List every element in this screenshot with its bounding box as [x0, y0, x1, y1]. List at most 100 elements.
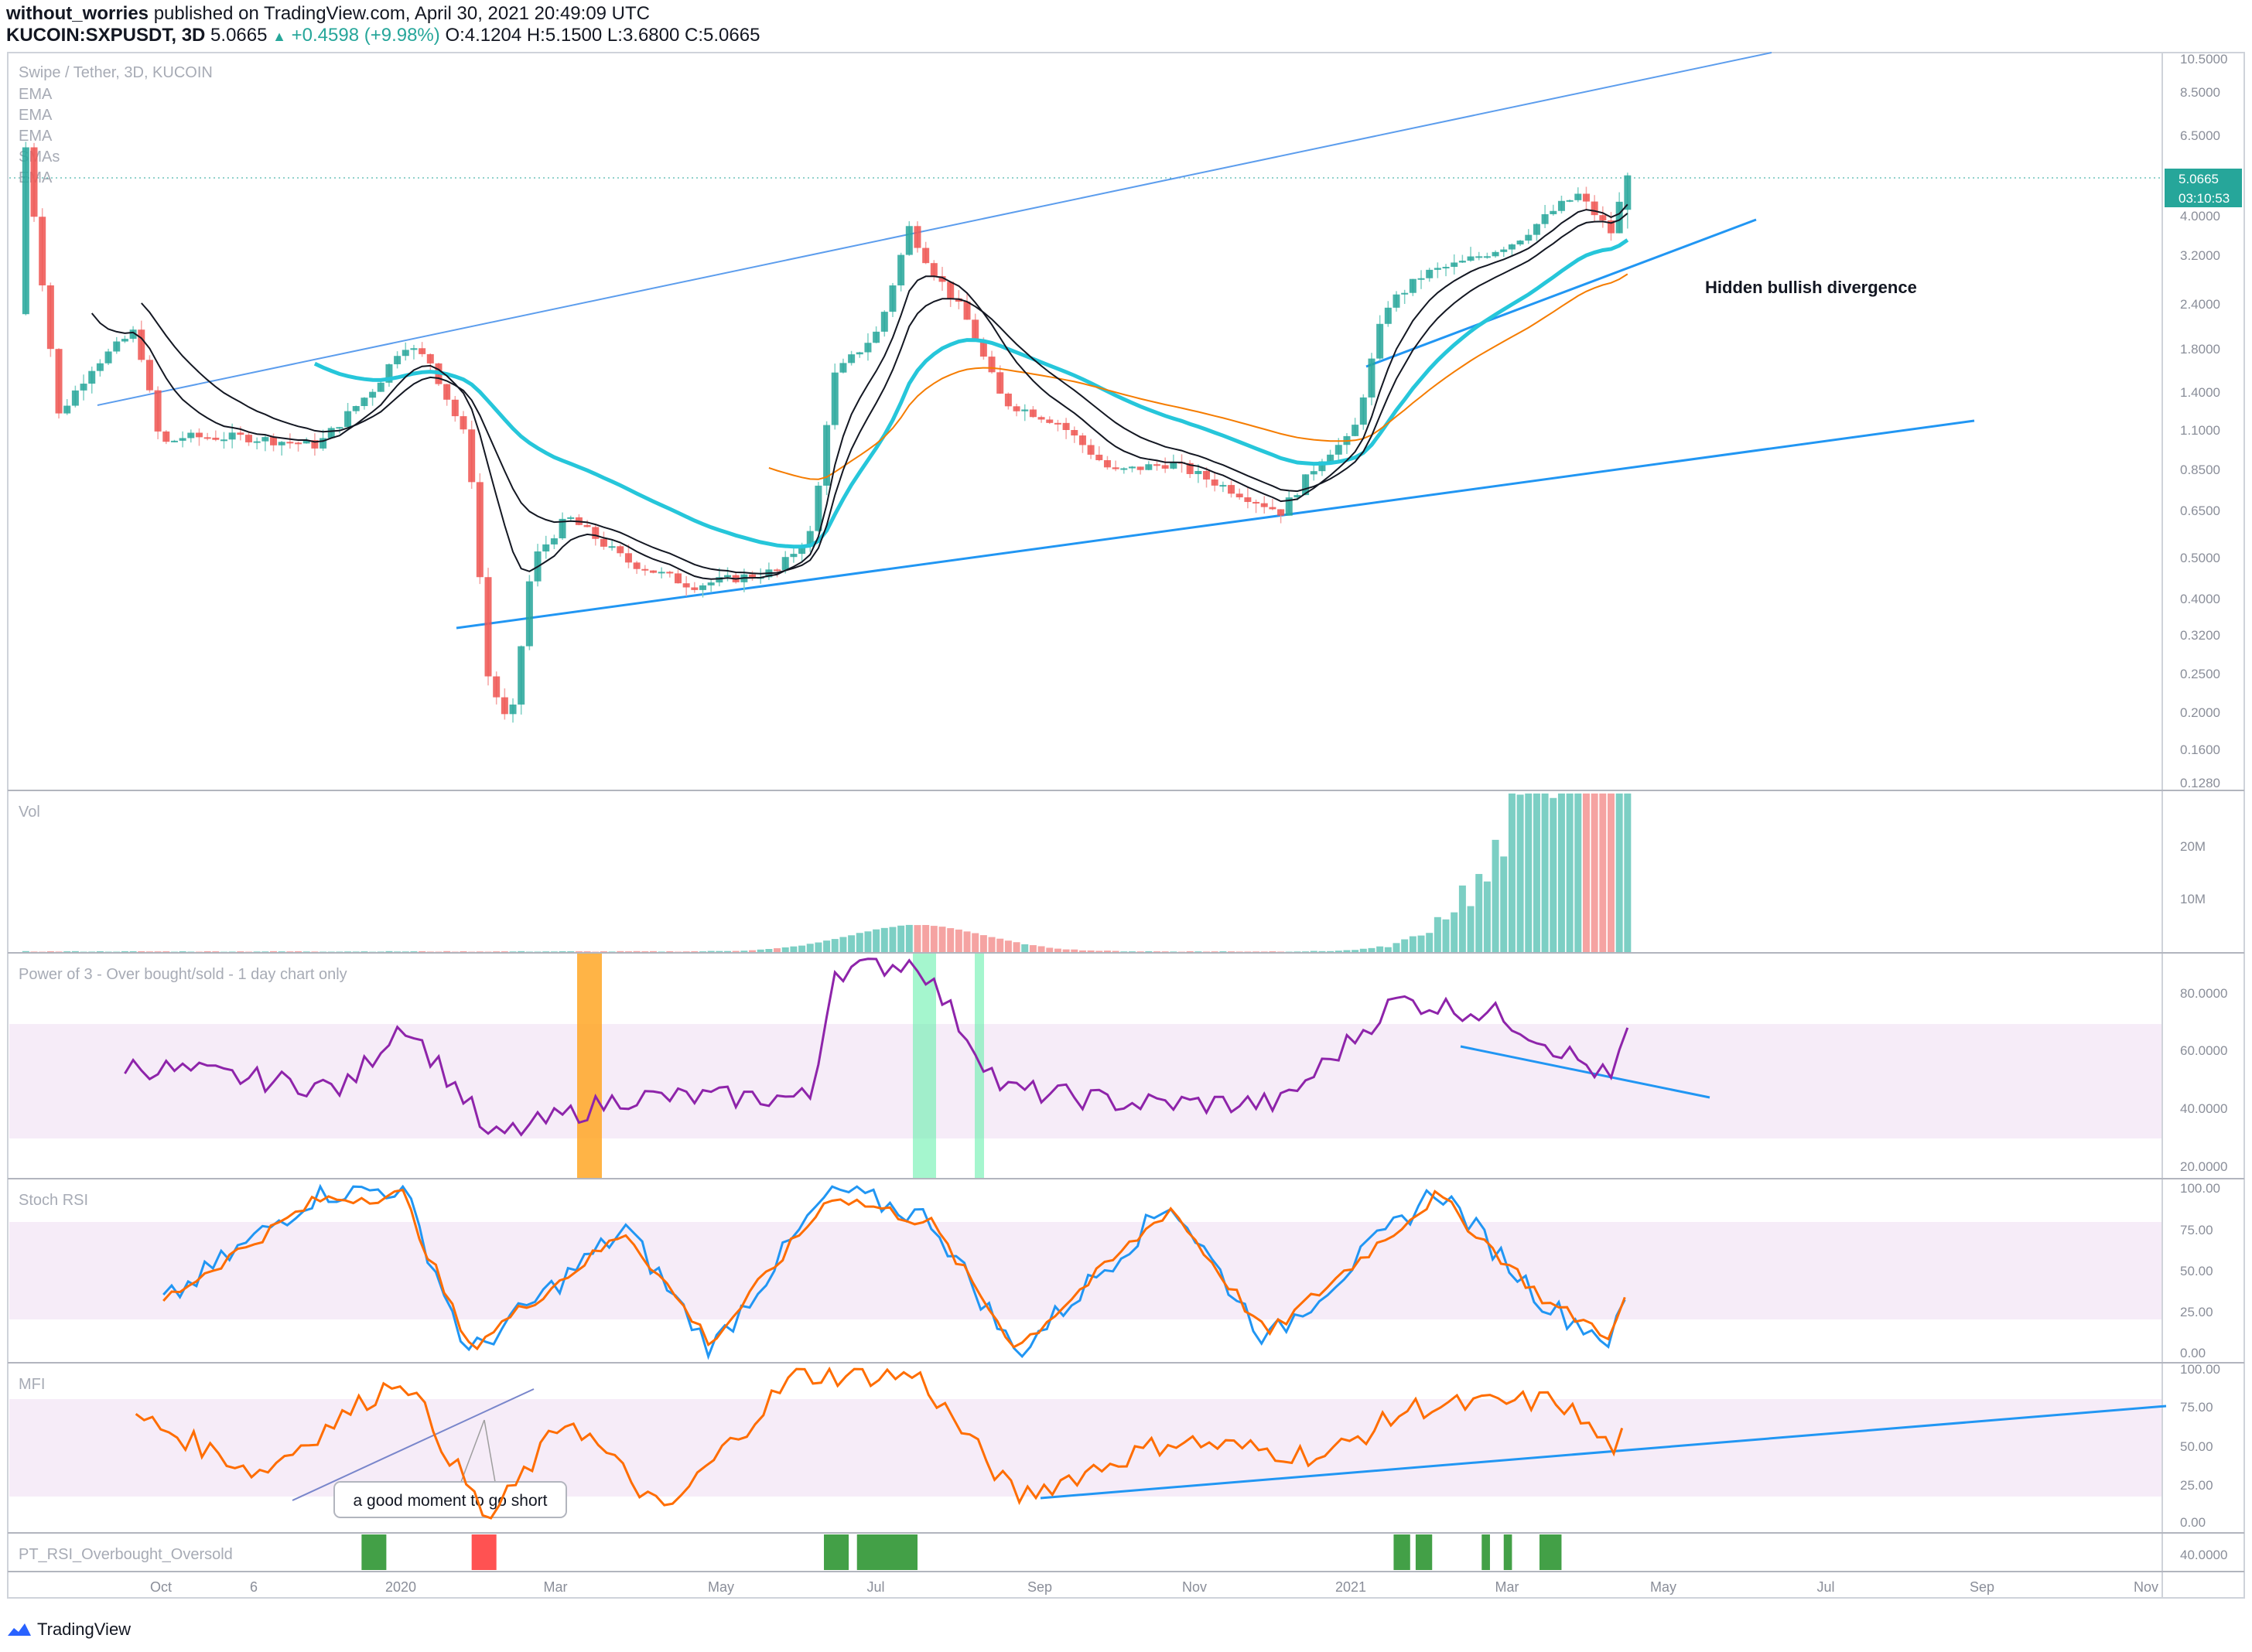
tradingview-logo[interactable]: TradingView [6, 1620, 131, 1640]
candle [1310, 471, 1317, 475]
volume-bar [212, 951, 220, 952]
mfi-support-line[interactable] [1040, 1405, 2167, 1500]
price-tick: 0.8500 [2180, 462, 2220, 477]
candle [864, 343, 872, 353]
volume-bar [410, 951, 418, 952]
candle [1228, 485, 1235, 494]
candle [1170, 462, 1177, 469]
volume-bar [641, 951, 649, 952]
pt-signal-bar [471, 1534, 497, 1570]
volume-bar [914, 925, 921, 952]
volume-bar [1541, 794, 1549, 952]
volume-bar [311, 951, 319, 952]
author-name[interactable]: without_worries [6, 3, 149, 24]
volume-bar [905, 924, 913, 952]
candle [699, 585, 707, 590]
volume-bar [138, 951, 145, 952]
volume-bar [435, 951, 443, 952]
candle [88, 370, 96, 384]
mfi-break-line[interactable] [292, 1388, 535, 1501]
cloud-logo-icon [8, 1623, 31, 1636]
volume-bar [1186, 951, 1194, 952]
stoch-k-line [162, 1183, 1626, 1360]
volume-bar [856, 933, 863, 952]
price-pane-title: Swipe / Tether, 3D, KUCOIN [19, 64, 213, 81]
volume-bar [1434, 916, 1441, 952]
indicator-label-3: EMA [19, 128, 53, 145]
volume-bar [1359, 948, 1367, 952]
volume-bar [476, 951, 484, 952]
volume-bar [270, 951, 278, 952]
channel-lower-line[interactable] [456, 419, 1975, 630]
candle [1393, 294, 1400, 308]
x-axis-label: 2021 [1335, 1579, 1366, 1595]
volume-bar [1458, 885, 1466, 952]
ohlc-values: O:4.1204 H:5.1500 L:3.6800 C:5.0665 [445, 25, 760, 46]
candle [311, 440, 319, 449]
candle [1120, 468, 1128, 470]
candle [46, 285, 54, 350]
volume-bar [377, 951, 384, 952]
symbol-line: KUCOIN:SXPUSDT, 3D 5.0665 ▲ +0.4598 (+9.… [6, 25, 760, 46]
candle [963, 301, 971, 320]
candle [344, 411, 352, 428]
candle [1359, 397, 1367, 425]
volume-bar [1161, 951, 1169, 952]
candle [1029, 409, 1037, 418]
volume-bar [897, 925, 905, 952]
ema-orange-line [768, 273, 1628, 480]
volume-bar [1508, 794, 1516, 952]
volume-bar [1582, 794, 1590, 952]
candle [1252, 502, 1260, 504]
candle [1054, 422, 1061, 425]
candle [1483, 256, 1491, 258]
publish-line: without_worries published on TradingView… [6, 3, 650, 25]
callout-box[interactable] [333, 1481, 567, 1518]
volume-bar [1194, 951, 1202, 952]
candle [1145, 464, 1153, 470]
channel-upper-line[interactable] [97, 52, 1772, 406]
stoch-d-line [162, 1188, 1626, 1351]
candle [228, 432, 236, 440]
volume-bar [848, 935, 856, 952]
volume-bar [518, 951, 525, 952]
volume-bar [559, 951, 566, 952]
candle [815, 485, 822, 531]
volume-bar [1228, 951, 1235, 952]
volume-bar [624, 951, 632, 952]
price-tick: 0.6500 [2180, 503, 2220, 518]
divergence-annotation[interactable]: Hidden bullish divergence [1705, 278, 1917, 297]
pt-signal-bar [1481, 1534, 1490, 1570]
volume-bar [880, 927, 888, 952]
mfi-pane-title: MFI [19, 1376, 45, 1393]
candle [385, 364, 393, 383]
candle [873, 331, 880, 343]
mfi-line [135, 1366, 1624, 1520]
candle [302, 440, 310, 444]
pt-tick: 40.0000 [2180, 1548, 2227, 1562]
volume-bar [1219, 951, 1227, 952]
volume-bar [352, 951, 360, 952]
candle [1500, 249, 1508, 252]
po3-tick: 80.0000 [2180, 986, 2227, 1001]
candle [278, 442, 285, 445]
volume-bar [154, 951, 162, 952]
candle [716, 577, 723, 583]
volume-bar [922, 925, 930, 952]
candle [592, 527, 600, 539]
volume-bar [1310, 951, 1317, 952]
breakout-trend-line[interactable] [1365, 218, 1757, 368]
po3-divergence-line[interactable] [1460, 1045, 1710, 1099]
volume-bar [1235, 951, 1243, 952]
candle [1417, 278, 1425, 280]
volume-bar [1591, 794, 1598, 952]
pt-signal-bar [1393, 1534, 1410, 1570]
volume-bar [1557, 794, 1565, 952]
candle [707, 582, 715, 585]
volume-bar [1574, 794, 1582, 952]
volume-bar [716, 951, 723, 952]
chart-area[interactable]: Swipe / Tether, 3D, KUCOIN EMA EMA EMA S… [0, 51, 2252, 1613]
volume-bar [1087, 950, 1095, 952]
volume-bar [1475, 874, 1483, 952]
volume-bar [394, 951, 402, 952]
